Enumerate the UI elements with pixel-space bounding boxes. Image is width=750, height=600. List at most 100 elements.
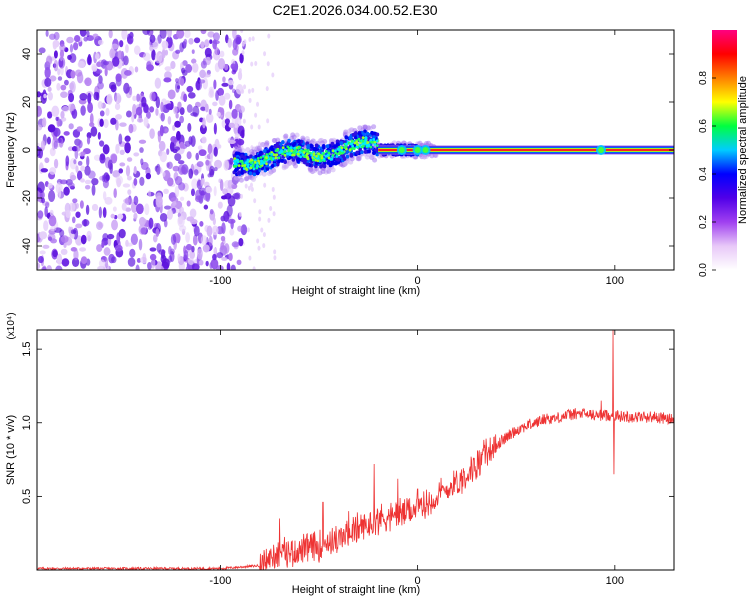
noise-blob (228, 139, 236, 144)
noise-blob (226, 262, 231, 270)
signal-halo (349, 156, 355, 162)
noise-blob (237, 138, 245, 146)
signal-blob (242, 155, 247, 160)
noise-blob (121, 202, 127, 211)
noise-blob (87, 170, 96, 179)
noise-blob (254, 60, 258, 66)
noise-blob (129, 248, 136, 258)
noise-blob (196, 161, 204, 168)
noise-blob (212, 39, 218, 50)
steady-line-bump (598, 147, 605, 153)
noise-blob (160, 112, 165, 122)
signal-blob (234, 168, 238, 173)
signal-peak (280, 150, 284, 153)
signal-peak (324, 150, 328, 153)
noise-blob (241, 88, 245, 94)
noise-blob (49, 167, 57, 175)
noise-blob (155, 228, 160, 237)
signal-peak (281, 152, 285, 156)
noise-blob (68, 226, 72, 234)
noise-blob (241, 50, 245, 56)
signal-halo (300, 135, 306, 141)
noise-blob (60, 110, 65, 119)
signal-peak (317, 152, 321, 156)
noise-blob (37, 91, 42, 98)
noise-blob (67, 103, 76, 112)
noise-blob (133, 166, 137, 175)
signal-peak (257, 159, 260, 163)
signal-blob (351, 132, 356, 137)
noise-blob (228, 252, 233, 262)
noise-blob (90, 126, 98, 137)
signal-peak (303, 155, 307, 158)
noise-blob (179, 107, 185, 115)
noise-blob (60, 84, 67, 91)
noise-blob (200, 41, 205, 49)
signal-peak (331, 153, 335, 157)
signal-peak (341, 151, 345, 155)
noise-blob (221, 195, 228, 200)
noise-blob (267, 217, 271, 223)
noise-blob (48, 33, 56, 40)
signal-blob (328, 163, 333, 168)
noise-blob (204, 39, 210, 48)
noise-blob (61, 258, 70, 267)
noise-blob (118, 168, 124, 174)
noise-blob (186, 85, 194, 93)
noise-blob (199, 79, 206, 84)
noise-blob (106, 233, 115, 240)
noise-blob (262, 232, 266, 238)
noise-blob (237, 225, 243, 232)
noise-blob (133, 212, 138, 220)
noise-blob (147, 262, 152, 270)
signal-blob (349, 152, 354, 157)
signal-peak (362, 144, 365, 148)
noise-blob (50, 238, 57, 244)
noise-blob (234, 192, 241, 200)
signal-blob (312, 147, 317, 152)
noise-blob (159, 151, 167, 163)
noise-blob (154, 52, 163, 64)
noise-blob (183, 249, 189, 261)
noise-blob (80, 151, 86, 156)
noise-blob (69, 82, 75, 91)
signal-peak (250, 158, 254, 162)
noise-blob (124, 142, 131, 154)
noise-blob (190, 112, 198, 117)
y-tick-label: -20 (21, 190, 33, 206)
noise-blob (106, 93, 113, 105)
noise-blob (271, 186, 275, 192)
noise-blob (248, 36, 252, 42)
noise-blob (184, 30, 191, 39)
noise-blob (258, 209, 262, 215)
noise-blob (250, 61, 254, 67)
noise-blob (165, 103, 174, 110)
noise-blob (219, 179, 224, 191)
signal-peak (348, 148, 352, 152)
snr-series-line (37, 330, 674, 570)
noise-blob (80, 165, 86, 172)
signal-peak (336, 147, 340, 151)
noise-blob (234, 133, 241, 138)
noise-blob (39, 250, 46, 255)
noise-blob (250, 124, 254, 130)
noise-blob (260, 227, 264, 233)
noise-blob (52, 40, 60, 48)
signal-blob (252, 172, 257, 177)
noise-blob (37, 145, 41, 157)
noise-blob (227, 218, 236, 224)
noise-blob (217, 87, 225, 97)
noise-blob (262, 243, 266, 249)
signal-peak (334, 149, 337, 153)
noise-blob (224, 111, 233, 120)
noise-blob (157, 131, 162, 143)
noise-blob (91, 65, 98, 72)
noise-blob (205, 186, 213, 194)
noise-blob (266, 118, 270, 124)
signal-halo (284, 162, 290, 168)
noise-blob (114, 93, 122, 105)
noise-blob (175, 130, 181, 141)
signal-peak (369, 145, 373, 149)
y-tick-label: 20 (21, 96, 33, 108)
noise-blob (71, 257, 80, 268)
